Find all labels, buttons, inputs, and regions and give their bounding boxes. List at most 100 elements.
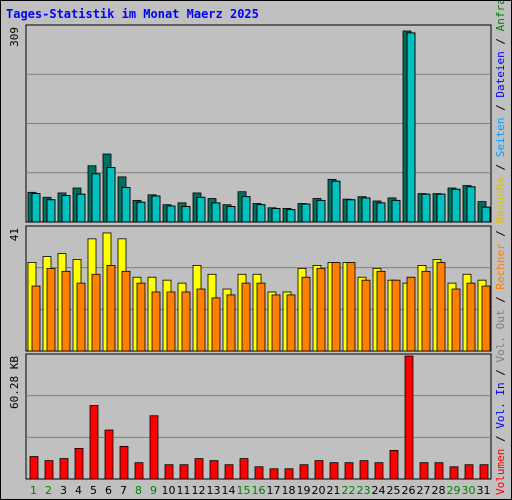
bar-volumen — [359, 460, 369, 480]
bar-volumen — [389, 450, 399, 480]
bar-dateien — [421, 193, 431, 223]
bar-rechner — [211, 297, 221, 352]
bar-volumen — [59, 458, 69, 480]
bar-rechner — [91, 273, 101, 352]
bar-dateien — [406, 32, 416, 223]
bar-rechner — [421, 270, 431, 352]
bar-rechner — [256, 282, 266, 352]
legend-entry: / — [494, 157, 507, 177]
bar-dateien — [136, 201, 146, 223]
bar-rechner — [241, 282, 251, 352]
bar-volumen — [269, 468, 279, 480]
bar-volumen — [104, 429, 114, 480]
bar-dateien — [166, 205, 176, 223]
bar-volumen — [224, 464, 234, 480]
panel-3 — [25, 353, 492, 480]
bar-volumen — [374, 462, 384, 480]
bar-dateien — [316, 199, 326, 223]
legend-entry: / — [494, 290, 507, 310]
bar-volumen — [479, 464, 489, 480]
bar-volumen — [89, 405, 99, 480]
bar-dateien — [451, 188, 461, 223]
bar-volumen — [434, 462, 444, 480]
bar-dateien — [121, 186, 131, 223]
legend-entry: Vol. In — [494, 382, 507, 428]
bar-volumen — [404, 355, 414, 480]
chart-title: Tages-Statistik im Monat Maerz 2025 — [6, 7, 259, 21]
bar-rechner — [346, 262, 356, 352]
x-tick-label: 18 — [282, 484, 296, 497]
bar-dateien — [241, 196, 251, 223]
x-tick-label: 7 — [120, 484, 127, 497]
bar-dateien — [481, 206, 491, 223]
legend-entry: Seiten — [494, 117, 507, 157]
x-tick-label: 26 — [402, 484, 416, 497]
bar-volumen — [44, 460, 54, 480]
bar-rechner — [181, 291, 191, 352]
bar-dateien — [151, 195, 161, 223]
y-max-label-3: 60.28 KB — [8, 356, 21, 409]
bar-rechner — [376, 270, 386, 352]
bar-dateien — [196, 196, 206, 223]
x-tick-label: 28 — [432, 484, 446, 497]
legend-entry: / — [494, 363, 507, 383]
bar-volumen — [284, 468, 294, 480]
y-max-label-1: 309 — [8, 27, 21, 47]
x-tick-label: 23 — [357, 484, 371, 497]
bar-rechner — [286, 294, 296, 352]
x-tick-label: 20 — [312, 484, 326, 497]
bar-volumen — [194, 458, 204, 480]
bar-rechner — [196, 288, 206, 352]
legend-entry: Volumen — [494, 449, 507, 495]
bar-rechner — [151, 291, 161, 352]
bar-dateien — [256, 204, 266, 223]
bar-volumen — [329, 462, 339, 480]
bar-volumen — [134, 462, 144, 480]
x-tick-label: 14 — [222, 484, 236, 497]
x-tick-label: 12 — [192, 484, 206, 497]
bar-rechner — [136, 282, 146, 352]
legend-entry: Dateien — [494, 51, 507, 97]
bar-volumen — [419, 462, 429, 480]
bar-rechner — [121, 270, 131, 352]
bar-dateien — [301, 203, 311, 223]
bar-rechner — [466, 282, 476, 352]
bar-volumen — [254, 466, 264, 480]
x-tick-label: 13 — [207, 484, 221, 497]
bar-rechner — [271, 294, 281, 352]
x-tick-label: 10 — [162, 484, 176, 497]
bar-dateien — [376, 202, 386, 223]
x-tick-label: 4 — [75, 484, 82, 497]
x-tick-label: 2 — [45, 484, 52, 497]
bar-volumen — [344, 462, 354, 480]
x-tick-label: 11 — [177, 484, 191, 497]
bar-volumen — [164, 464, 174, 480]
bar-dateien — [61, 195, 71, 223]
legend-entry: / — [494, 31, 507, 51]
bar-dateien — [361, 197, 371, 223]
x-tick-label: 27 — [417, 484, 431, 497]
bar-dateien — [271, 208, 281, 223]
bar-dateien — [286, 209, 296, 223]
bar-dateien — [331, 180, 341, 223]
x-tick-label: 25 — [387, 484, 401, 497]
bar-dateien — [211, 202, 221, 223]
bar-rechner — [316, 267, 326, 352]
x-tick-label: 8 — [135, 484, 142, 497]
x-tick-label: 16 — [252, 484, 266, 497]
bar-dateien — [76, 193, 86, 223]
bar-dateien — [226, 206, 236, 223]
bar-rechner — [406, 276, 416, 352]
x-tick-label: 30 — [462, 484, 476, 497]
bar-rechner — [166, 291, 176, 352]
legend-entry: Rechner — [494, 243, 507, 290]
bar-rechner — [46, 267, 56, 352]
bar-volumen — [299, 464, 309, 480]
legend-entry: Anfragen — [494, 1, 507, 31]
x-tick-label: 31 — [477, 484, 491, 497]
bar-volumen — [29, 456, 39, 480]
bar-rechner — [481, 285, 491, 352]
bar-rechner — [451, 288, 461, 352]
bar-rechner — [301, 276, 311, 352]
